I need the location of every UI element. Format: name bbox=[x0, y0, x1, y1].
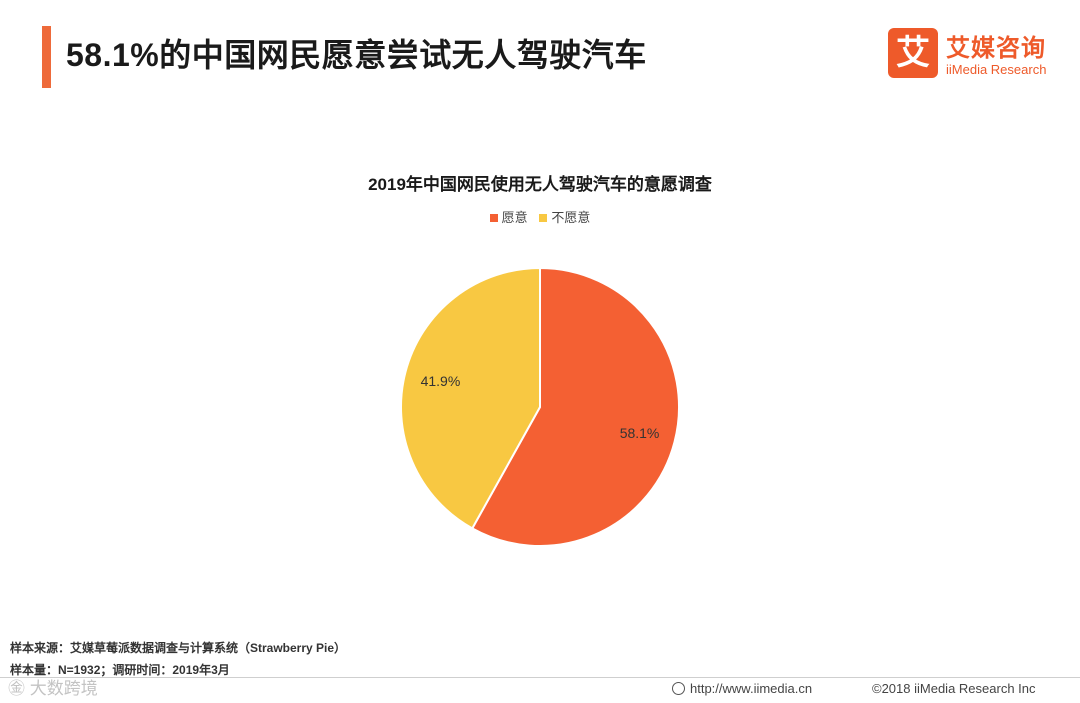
chart-title: 2019年中国网民使用无人驾驶汽车的意愿调查 bbox=[368, 175, 712, 194]
globe-icon bbox=[672, 682, 685, 696]
footer-copyright: ©2018 iiMedia Research Inc bbox=[872, 681, 1036, 696]
logo-mark: 艾 bbox=[888, 28, 938, 78]
legend-swatch-willing bbox=[489, 213, 498, 222]
pie-slice-willing bbox=[470, 266, 680, 547]
footer-divider bbox=[0, 677, 1080, 678]
iimedia-logo: 艾 艾媒咨询 iiMedia Research bbox=[888, 28, 1068, 84]
logo-cn-text: 艾媒咨询 bbox=[946, 35, 1046, 62]
watermark: ㊎ 大数跨境 bbox=[8, 679, 98, 698]
legend-label-willing: 愿意 bbox=[501, 210, 528, 225]
page-title: 58.1%的中国网民愿意尝试无人驾驶汽车 bbox=[66, 37, 647, 73]
legend-item-willing: 愿意 bbox=[489, 207, 528, 226]
title-accent-bar bbox=[42, 26, 51, 88]
legend-swatch-unwilling bbox=[539, 213, 548, 222]
footer-url[interactable]: http://www.iimedia.cn bbox=[672, 681, 812, 696]
pie-label-unwilling: 41.9% bbox=[421, 373, 461, 389]
pie-slice-unwilling bbox=[400, 266, 541, 530]
chart-legend: 愿意 不愿意 bbox=[0, 207, 1080, 226]
legend-item-unwilling: 不愿意 bbox=[539, 207, 590, 226]
footer-source: 样本来源：艾媒草莓派数据调查与计算系统（Strawberry Pie） bbox=[10, 641, 347, 655]
logo-en-text: iiMedia Research bbox=[946, 62, 1047, 77]
pie-label-willing: 58.1% bbox=[620, 425, 660, 441]
footer-sample: 样本量：N=1932；调研时间：2019年3月 bbox=[10, 663, 230, 677]
footer-url-text: http://www.iimedia.cn bbox=[690, 681, 813, 696]
legend-label-unwilling: 不愿意 bbox=[551, 210, 591, 225]
